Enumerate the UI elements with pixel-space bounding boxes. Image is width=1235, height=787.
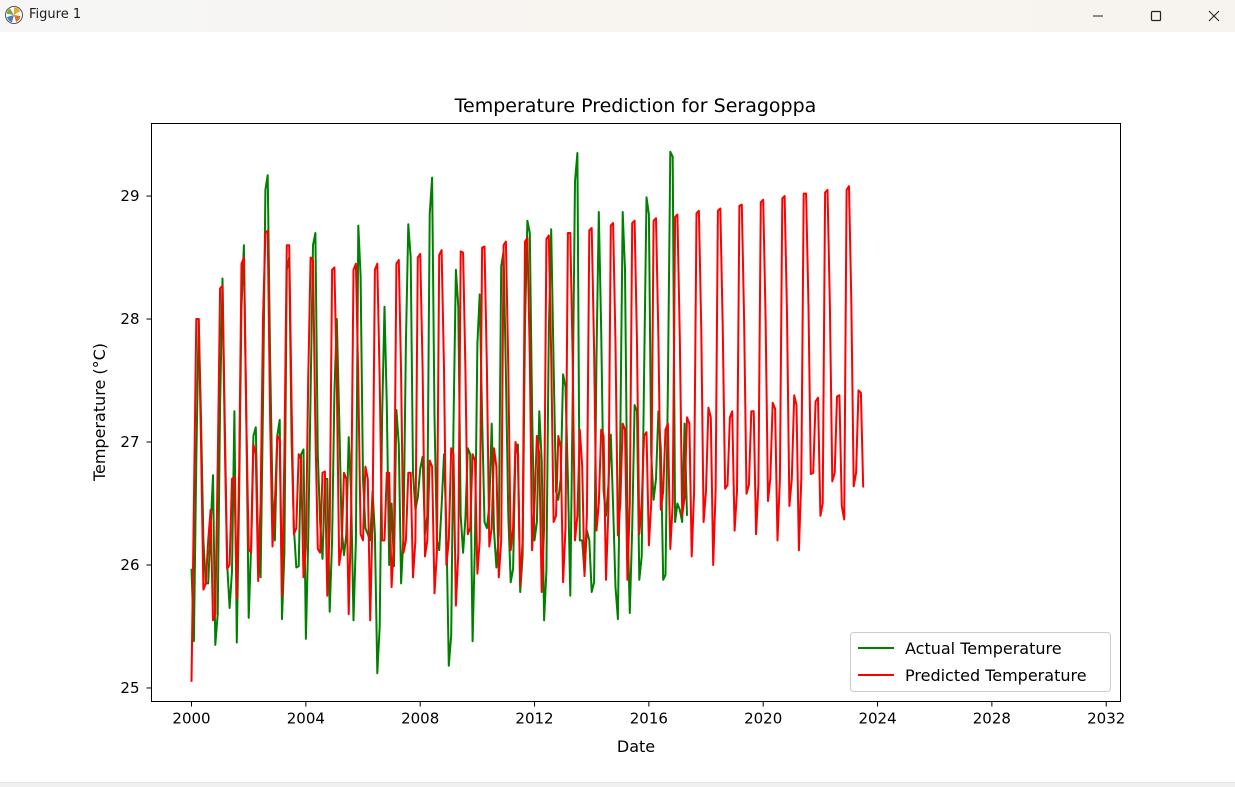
x-tick-label: 2024 [858, 710, 896, 728]
chart-title: Temperature Prediction for Seragoppa [454, 95, 817, 117]
figure-canvas: Temperature Prediction for Seragoppa 200… [0, 32, 1235, 782]
y-tick-label: 25 [120, 679, 139, 697]
legend-label-predicted: Predicted Temperature [905, 666, 1087, 685]
x-tick-label: 2020 [744, 710, 782, 728]
y-tick-label: 26 [120, 556, 139, 574]
x-tick-label: 2028 [973, 710, 1011, 728]
maximize-button[interactable] [1133, 0, 1179, 32]
x-tick-label: 2012 [515, 710, 553, 728]
y-axis-label: Temperature (°C) [90, 343, 109, 482]
y-tick-label: 29 [120, 187, 139, 205]
axes-frame [151, 123, 1121, 702]
legend: Actual Temperature Predicted Temperature [850, 632, 1111, 692]
legend-box [850, 632, 1111, 692]
x-tick-label: 2000 [172, 710, 210, 728]
legend-label-actual: Actual Temperature [905, 639, 1062, 658]
x-axis-label: Date [617, 737, 655, 756]
y-tick-label: 27 [120, 433, 139, 451]
matplotlib-icon[interactable] [4, 5, 24, 25]
minimize-icon [1093, 15, 1103, 17]
x-tick-label: 2032 [1087, 710, 1125, 728]
y-tick-label: 28 [120, 310, 139, 328]
axis-ticks: 2000 2004 2008 2012 2016 2020 2024 2028 2032 25 26… [120, 187, 1125, 727]
close-button[interactable] [1191, 0, 1235, 32]
window-bottom-edge [0, 782, 1235, 787]
line-chart: Temperature Prediction for Seragoppa 200… [90, 95, 1125, 756]
maximize-icon [1150, 10, 1162, 22]
window-titlebar: Figure 1 [0, 0, 1235, 32]
window-title: Figure 1 [29, 7, 82, 22]
plot-area [190, 150, 865, 682]
series-predicted-temperature-line [190, 185, 865, 682]
minimize-button[interactable] [1075, 0, 1121, 32]
x-tick-label: 2008 [401, 710, 439, 728]
x-tick-label: 2016 [630, 710, 668, 728]
x-tick-label: 2004 [287, 710, 325, 728]
close-icon [1208, 10, 1220, 22]
